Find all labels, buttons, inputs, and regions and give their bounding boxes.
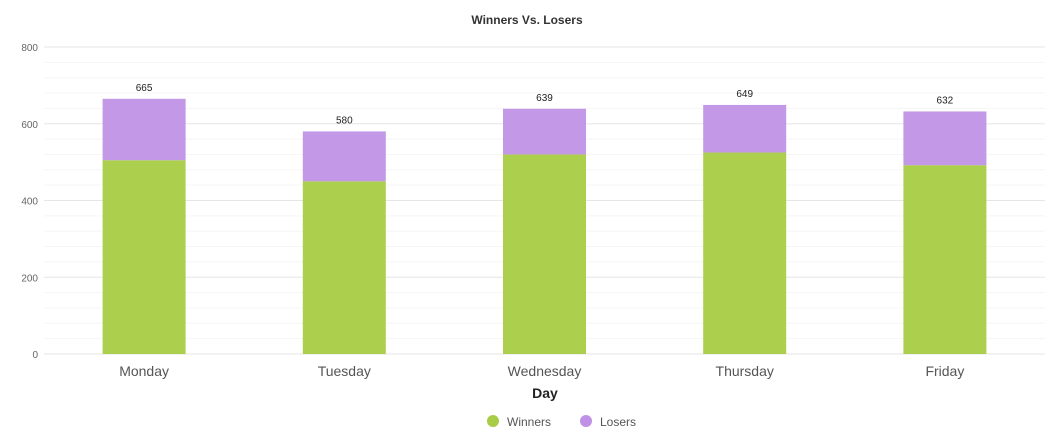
bar-winners-thursday[interactable] <box>703 152 787 354</box>
x-tick-label: Monday <box>119 363 169 379</box>
x-axis-ticks: Monday Tuesday Wednesday Thursday Friday <box>119 363 964 379</box>
data-labels: 665 580 639 649 632 <box>136 83 954 127</box>
legend-marker <box>580 415 592 427</box>
bar-losers-tuesday[interactable] <box>302 131 386 182</box>
legend-label: Winners <box>507 415 551 429</box>
data-label-total: 632 <box>937 95 954 106</box>
data-label-total: 580 <box>336 115 353 126</box>
bars <box>102 98 987 354</box>
y-tick-label: 400 <box>21 197 38 208</box>
data-label-total: 639 <box>536 93 553 104</box>
bar-winners-monday[interactable] <box>102 160 186 354</box>
y-tick-label: 800 <box>21 43 38 54</box>
bar-winners-wednesday[interactable] <box>503 154 586 354</box>
x-axis-title: Day <box>532 385 558 401</box>
legend: Winners Losers <box>487 415 636 429</box>
legend-label: Losers <box>600 415 636 429</box>
y-tick-label: 600 <box>21 120 38 131</box>
bar-losers-thursday[interactable] <box>703 104 787 153</box>
x-tick-label: Friday <box>925 363 964 379</box>
x-tick-label: Thursday <box>716 363 774 379</box>
bar-losers-wednesday[interactable] <box>503 108 586 155</box>
y-tick-label: 200 <box>21 273 38 284</box>
bar-losers-friday[interactable] <box>903 111 987 166</box>
bar-losers-monday[interactable] <box>102 98 186 161</box>
bar-winners-friday[interactable] <box>903 165 987 354</box>
bar-winners-tuesday[interactable] <box>302 181 386 354</box>
x-tick-label: Tuesday <box>318 363 371 379</box>
x-tick-label: Wednesday <box>508 363 582 379</box>
y-axis-ticks: 0 200 400 600 800 <box>21 43 38 361</box>
y-tick-label: 0 <box>32 350 38 361</box>
chart-title: Winners Vs. Losers <box>471 13 583 27</box>
data-label-total: 665 <box>136 83 153 94</box>
legend-item-losers[interactable]: Losers <box>580 415 636 429</box>
legend-marker <box>487 415 499 427</box>
legend-item-winners[interactable]: Winners <box>487 415 551 429</box>
data-label-total: 649 <box>736 89 753 100</box>
